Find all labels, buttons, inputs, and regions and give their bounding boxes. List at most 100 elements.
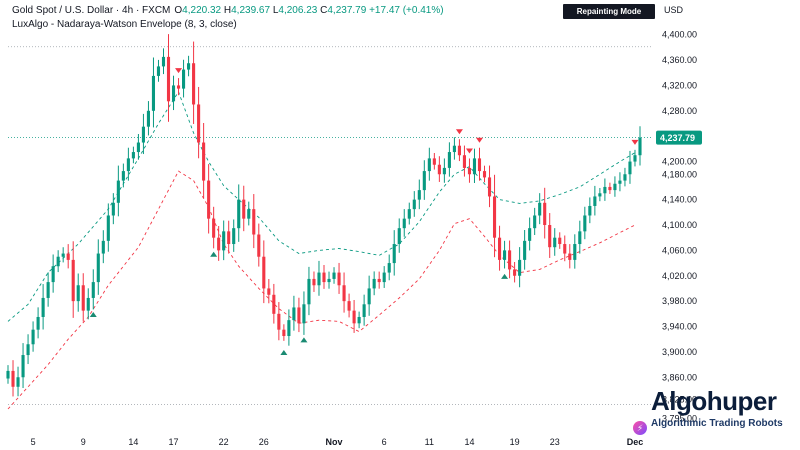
candle: [538, 193, 542, 225]
brand-watermark: Algohuper ⚡ Algorithmic Trading Robots: [633, 386, 793, 438]
candle-body: [508, 250, 512, 270]
candle-body: [287, 320, 291, 337]
candle-body: [472, 158, 477, 175]
candle-body: [548, 225, 552, 248]
candle: [11, 360, 15, 397]
y-tick-label: 4,400.00: [662, 30, 697, 40]
robot-icon: ⚡: [633, 421, 647, 435]
candle-body: [302, 304, 306, 324]
candle-body: [202, 142, 206, 181]
price-change: +17.47 (+0.41%): [369, 5, 444, 16]
candle-body: [116, 180, 120, 203]
candle-body: [26, 344, 30, 356]
sell-signal-marker: [631, 139, 639, 145]
candle: [578, 220, 582, 254]
candle-body: [267, 288, 271, 295]
candle: [487, 165, 492, 208]
candle-body: [71, 259, 75, 302]
sell-signal-marker: [475, 137, 483, 143]
x-tick-label: 5: [31, 437, 36, 447]
candle-body: [166, 56, 171, 102]
candle-body: [31, 329, 35, 345]
candle-body: [518, 259, 522, 276]
x-tick-label: 22: [219, 437, 229, 447]
candle-body: [151, 75, 156, 111]
candle: [447, 142, 451, 177]
candle-body: [86, 297, 90, 311]
candle: [36, 307, 40, 339]
currency-label[interactable]: USD: [664, 5, 684, 15]
candle: [357, 311, 361, 329]
candle: [146, 101, 150, 136]
candle: [86, 288, 90, 320]
candle: [513, 261, 517, 283]
candle-body: [628, 161, 632, 175]
ohlc-values: O4,220.32 H4,239.67 L4,206.23 C4,237.79 …: [174, 5, 444, 16]
candle-body: [593, 196, 597, 206]
candle: [302, 291, 306, 335]
candle-body: [182, 69, 186, 89]
candle: [232, 219, 236, 252]
candle: [202, 122, 206, 199]
candle: [252, 194, 256, 249]
candle-body: [417, 190, 421, 200]
indicator-label[interactable]: LuxAlgo - Nadaraya-Watson Envelope (8, 3…: [12, 19, 237, 30]
candle: [593, 185, 597, 216]
candle: [387, 254, 391, 281]
candle-body: [161, 56, 166, 67]
candle-body: [197, 104, 201, 143]
candle: [543, 187, 547, 239]
candle: [292, 295, 296, 331]
candle: [598, 187, 602, 202]
candle: [312, 271, 316, 292]
buy-signal-marker: [501, 273, 509, 279]
candle: [608, 182, 612, 194]
candle: [272, 283, 276, 324]
candle-body: [382, 272, 386, 283]
candle: [462, 145, 466, 177]
symbol-title[interactable]: Gold Spot / U.S. Dollar · 4h · FXCM: [12, 5, 171, 16]
candle: [126, 147, 130, 181]
candle: [212, 206, 216, 249]
candle-body: [121, 171, 125, 181]
candle: [427, 147, 431, 181]
candle-body: [126, 158, 130, 172]
candle-body: [513, 269, 517, 276]
candle: [101, 230, 105, 264]
candle: [322, 265, 326, 289]
candle-body: [136, 142, 140, 153]
candle-body: [257, 234, 261, 257]
candle: [141, 113, 145, 155]
buy-signal-marker: [210, 251, 218, 257]
candle-body: [397, 228, 401, 245]
candle-body: [563, 244, 567, 254]
candle-body: [232, 228, 236, 245]
candle-body: [462, 155, 466, 168]
candle-body: [538, 202, 542, 216]
candle-body: [337, 272, 341, 286]
y-tick-label: 4,360.00: [662, 55, 697, 65]
candle-body: [452, 145, 456, 153]
candle: [41, 284, 45, 330]
y-tick-label: 4,100.00: [662, 220, 697, 230]
candle: [452, 137, 456, 160]
candle: [66, 244, 70, 269]
candle-body: [372, 278, 376, 289]
candle: [207, 164, 211, 234]
candle: [6, 365, 10, 384]
candle-body: [156, 66, 161, 76]
candle-body: [101, 240, 105, 254]
candle: [91, 269, 95, 310]
candle: [482, 165, 487, 183]
candle-body: [553, 237, 557, 248]
candle-body: [613, 183, 617, 191]
y-tick-label: 4,060.00: [662, 245, 697, 255]
y-tick-label: 3,980.00: [662, 296, 697, 306]
candle: [628, 150, 632, 184]
candle-body: [11, 370, 15, 387]
upper-envelope-band: [7, 90, 636, 322]
candle: [638, 126, 642, 166]
candle: [151, 57, 156, 128]
candle: [227, 220, 231, 254]
